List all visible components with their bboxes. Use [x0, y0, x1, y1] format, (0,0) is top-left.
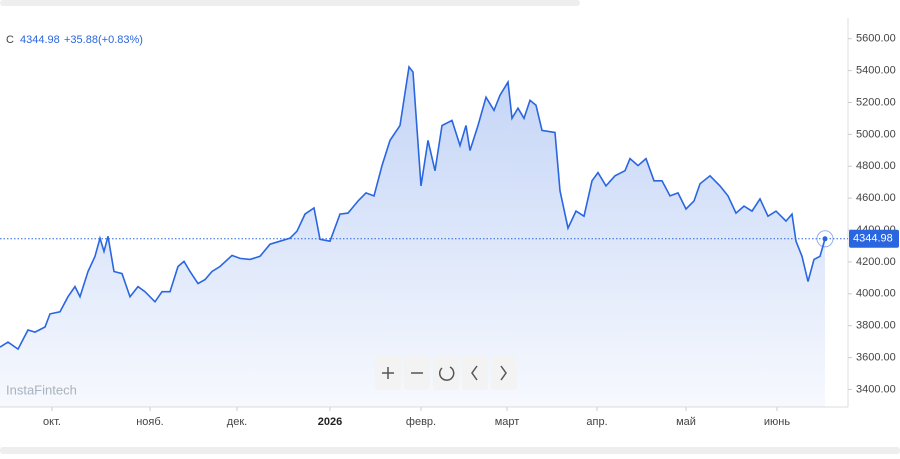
plus-icon [382, 367, 394, 379]
y-tick-label: 4600.00 [856, 192, 896, 204]
y-tick-label: 4000.00 [856, 288, 896, 300]
right-icon [500, 365, 507, 381]
reset[interactable] [433, 356, 459, 390]
last-price: 4344.98 [20, 34, 60, 46]
x-tick-label: нояб. [136, 416, 164, 428]
last-point [816, 230, 834, 248]
y-tick-label: 5600.00 [856, 33, 896, 45]
last-point [822, 236, 828, 242]
symbol: C [6, 34, 14, 46]
price-label: 4344.98 [853, 233, 893, 245]
change-pct: (+0.83%) [98, 34, 143, 46]
left-icon [471, 365, 478, 381]
watermark: InstaFintech [6, 382, 77, 397]
price-label-bg [849, 229, 899, 248]
y-tick-label: 5000.00 [856, 128, 896, 140]
bottom-bar [0, 447, 900, 454]
top-bar [0, 0, 580, 6]
y-tick-label: 4800.00 [856, 160, 896, 172]
x-tick-label: март [495, 416, 520, 428]
toolbar [375, 356, 517, 390]
reset-icon [438, 366, 455, 381]
scroll-left[interactable] [462, 356, 488, 390]
x-tick-label: дек. [227, 416, 247, 428]
y-tick-label: 3600.00 [856, 351, 896, 363]
change: +35.88 [64, 34, 98, 46]
y-tick-label: 3800.00 [856, 320, 896, 332]
y-tick-label: 4200.00 [856, 256, 896, 268]
x-tick-label: июнь [764, 416, 790, 428]
x-tick-label: окт. [43, 416, 61, 428]
y-tick-label: 5200.00 [856, 96, 896, 108]
scroll-right[interactable] [491, 356, 517, 390]
line [0, 64, 826, 351]
x-tick-label: май [676, 416, 696, 428]
plot [0, 64, 848, 408]
x-tick-label: февр. [406, 416, 436, 428]
x-tick-label: апр. [586, 416, 607, 428]
x-tick-label: 2026 [318, 416, 342, 428]
y-tick-label: 5400.00 [856, 65, 896, 77]
y-tick-label: 3400.00 [856, 383, 896, 395]
area [0, 66, 825, 408]
